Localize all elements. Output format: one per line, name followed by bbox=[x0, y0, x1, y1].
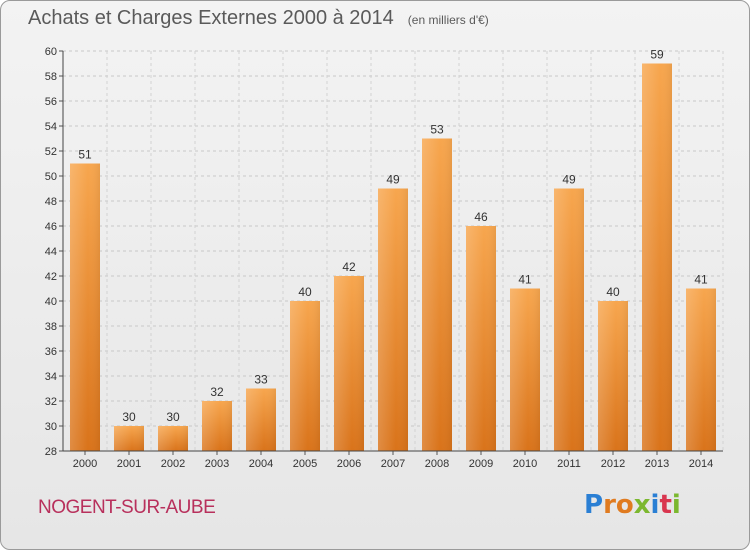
value-label: 51 bbox=[78, 148, 92, 162]
logo-letter: t bbox=[659, 490, 672, 520]
y-tick-label: 40 bbox=[45, 296, 57, 308]
logo-letter: x bbox=[633, 490, 651, 520]
y-tick-label: 46 bbox=[45, 221, 57, 233]
y-tick-label: 34 bbox=[45, 371, 57, 383]
axes bbox=[59, 50, 723, 455]
chart-subtitle: (en milliers d'€) bbox=[407, 13, 489, 27]
value-label: 40 bbox=[298, 285, 312, 299]
bar-shade bbox=[334, 276, 364, 451]
y-tick-label: 54 bbox=[45, 121, 57, 133]
value-label: 33 bbox=[254, 373, 268, 387]
y-tick-label: 32 bbox=[45, 396, 57, 408]
bar-shade bbox=[378, 188, 408, 451]
value-label: 30 bbox=[122, 410, 136, 424]
proxiti-logo: Proxiti bbox=[584, 490, 681, 520]
y-tick-label: 48 bbox=[45, 196, 57, 208]
bar-shade bbox=[202, 401, 232, 451]
logo-letter: o bbox=[615, 490, 634, 520]
value-label: 40 bbox=[606, 285, 620, 299]
logo-letter: i bbox=[650, 490, 660, 520]
value-label: 32 bbox=[210, 385, 224, 399]
logo-letter: r bbox=[603, 490, 616, 520]
x-tick-label: 2008 bbox=[425, 458, 449, 470]
bar-shade bbox=[290, 301, 320, 451]
x-tick-label: 2006 bbox=[337, 458, 361, 470]
x-tick-label: 2013 bbox=[645, 458, 669, 470]
x-tick-label: 2004 bbox=[249, 458, 273, 470]
y-tick-label: 30 bbox=[45, 421, 57, 433]
chart-title-block: Achats et Charges Externes 2000 à 2014 (… bbox=[28, 7, 489, 30]
bars bbox=[70, 63, 716, 451]
y-tick-label: 56 bbox=[45, 96, 57, 108]
chart-title: Achats et Charges Externes 2000 à 2014 bbox=[28, 7, 394, 29]
value-label: 41 bbox=[518, 273, 532, 287]
x-tick-label: 2011 bbox=[557, 458, 581, 470]
bar-shade bbox=[114, 426, 144, 451]
value-label: 46 bbox=[474, 210, 488, 224]
y-tick-label: 28 bbox=[45, 446, 57, 458]
x-tick-label: 2014 bbox=[689, 458, 713, 470]
y-tick-label: 60 bbox=[45, 46, 57, 58]
x-tick-label: 2002 bbox=[161, 458, 185, 470]
value-label: 30 bbox=[166, 410, 180, 424]
bar-shade bbox=[510, 288, 540, 451]
bar-shade bbox=[642, 63, 672, 451]
y-tick-label: 36 bbox=[45, 346, 57, 358]
value-label: 42 bbox=[342, 260, 356, 274]
y-tick-label: 42 bbox=[45, 271, 57, 283]
logo-letter: i bbox=[671, 490, 681, 520]
bar-shade bbox=[422, 138, 452, 451]
y-tick-label: 52 bbox=[45, 146, 57, 158]
bar-shade bbox=[598, 301, 628, 451]
x-tick-label: 2005 bbox=[293, 458, 317, 470]
location-name: NOGENT-SUR-AUBE bbox=[38, 497, 216, 518]
x-tick-label: 2010 bbox=[513, 458, 537, 470]
x-tick-label: 2001 bbox=[117, 458, 141, 470]
value-label: 59 bbox=[650, 48, 664, 62]
bar-shade bbox=[70, 163, 100, 451]
x-tick-label: 2009 bbox=[469, 458, 493, 470]
x-tick-label: 2003 bbox=[205, 458, 229, 470]
x-tick-label: 2007 bbox=[381, 458, 405, 470]
labels: 28 30 32 34 36 38 40 42 44 46 48 50 52 54 56 58 60 51 2000… bbox=[45, 46, 713, 470]
value-label: 41 bbox=[694, 273, 708, 287]
bar-shade bbox=[686, 288, 716, 451]
value-label: 53 bbox=[430, 123, 444, 137]
value-label: 49 bbox=[562, 173, 576, 187]
y-tick-label: 58 bbox=[45, 71, 57, 83]
logo-letter: P bbox=[584, 490, 604, 520]
y-tick-label: 50 bbox=[45, 171, 57, 183]
value-label: 49 bbox=[386, 173, 400, 187]
bar-shade bbox=[466, 226, 496, 451]
bar-shade bbox=[554, 188, 584, 451]
bar-shade bbox=[158, 426, 188, 451]
y-tick-label: 38 bbox=[45, 321, 57, 333]
bar-shade bbox=[246, 388, 276, 451]
x-tick-label: 2000 bbox=[73, 458, 97, 470]
x-tick-label: 2012 bbox=[601, 458, 625, 470]
y-tick-label: 44 bbox=[45, 246, 57, 258]
